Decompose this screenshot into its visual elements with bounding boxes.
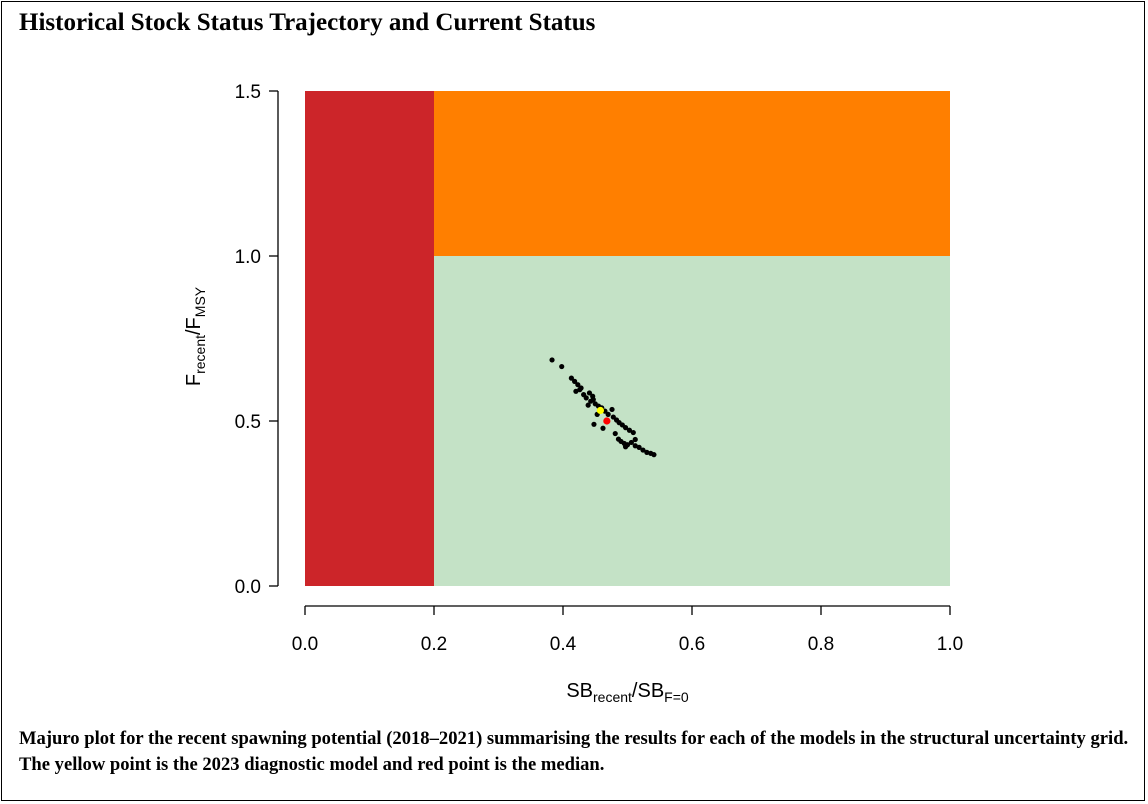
y-label-sub1: recent (192, 335, 208, 374)
model-point-23 (626, 427, 633, 433)
x-tick-label-1: 0.2 (421, 634, 447, 655)
status-regions (305, 91, 950, 586)
x-label-sub1: recent (593, 689, 632, 705)
model-point-2 (568, 375, 574, 381)
x-tick-label-5: 1.0 (937, 634, 963, 655)
y-label-main: F (183, 374, 205, 386)
highlight-point-1 (603, 417, 611, 425)
model-point-35 (636, 444, 642, 450)
y-tick-label-3: 1.5 (235, 82, 261, 103)
x-tick-label-3: 0.6 (679, 634, 705, 655)
region-healthy (434, 256, 950, 586)
region-overfished (305, 91, 434, 586)
model-point-0 (549, 357, 555, 363)
model-point-24 (630, 429, 636, 436)
model-point-9 (586, 390, 593, 396)
model-point-32 (628, 439, 634, 446)
x-label-sep: /SB (632, 680, 664, 702)
axes: 0.0 0.2 0.4 0.6 0.8 1.0 0.0 0.5 1.0 1.5 (235, 82, 964, 655)
model-points (549, 357, 657, 458)
model-point-26 (600, 425, 606, 431)
x-label-main: SB (566, 680, 593, 702)
model-point-1 (559, 363, 565, 370)
model-point-40 (632, 436, 638, 443)
y-tick-label-2: 1.0 (235, 247, 261, 268)
model-point-8 (583, 395, 589, 401)
y-axis-label: Frecent/FMSY (183, 286, 208, 386)
model-point-25 (591, 421, 597, 427)
region-overfishing (434, 91, 950, 256)
model-point-42 (585, 402, 591, 408)
model-point-36 (640, 447, 646, 453)
model-point-44 (590, 396, 596, 403)
figure-caption: Majuro plot for the recent spawning pote… (19, 728, 1129, 775)
y-tick-label-1: 0.5 (235, 412, 261, 433)
model-point-43 (577, 387, 583, 393)
x-tick-label-0: 0.0 (292, 634, 318, 655)
x-axis-label: SBrecent/SBF=0 (566, 680, 689, 705)
y-tick-label-0: 0.0 (235, 577, 261, 598)
model-point-3 (572, 378, 578, 384)
model-point-22 (622, 425, 629, 431)
highlight-point-0 (596, 406, 605, 415)
model-point-34 (622, 444, 629, 450)
model-point-17 (605, 411, 611, 417)
x-tick-label-2: 0.4 (550, 634, 577, 655)
model-point-41 (609, 406, 615, 413)
model-point-27 (612, 430, 618, 437)
y-label-sub2: MSY (192, 286, 208, 317)
figure-heading: Historical Stock Status Trajectory and C… (19, 9, 596, 36)
majuro-plot: 0.0 0.2 0.4 0.6 0.8 1.00.00.51.01.5 SBrecent/… (183, 82, 964, 705)
y-label-sep: /F (183, 317, 205, 335)
x-label-sub2: F=0 (664, 689, 689, 705)
model-point-39 (651, 452, 657, 458)
model-point-4 (575, 382, 581, 388)
x-tick-label-4: 0.8 (808, 634, 834, 655)
